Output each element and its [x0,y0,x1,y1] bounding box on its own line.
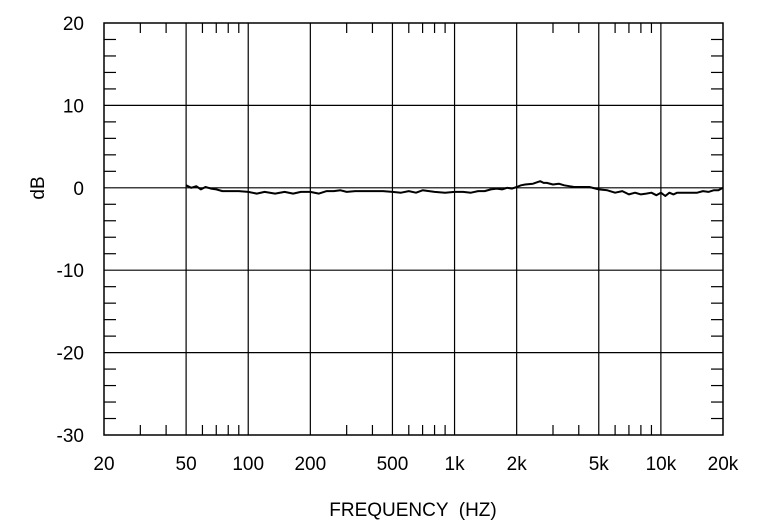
x-axis-title: FREQUENCY (HZ) [329,500,496,521]
x-tick-label: 50 [176,454,197,475]
y-tick-label: 10 [63,96,84,117]
y-tick-label: 20 [63,14,84,35]
x-tick-label: 1k [445,454,466,475]
x-tick-label: 100 [232,454,264,475]
x-tick-label: 20 [93,454,114,475]
y-tick-label: -20 [57,344,84,365]
y-axis-tick-labels: 20 10 0 -10 -20 -30 [57,14,84,447]
y-tick-label: -10 [57,261,84,282]
x-tick-label: 200 [294,454,326,475]
x-axis-tick-labels: 20 50 100 200 500 1k 2k 5k 10k 20k [93,454,738,475]
y-axis-title: dB [28,176,49,199]
x-tick-label: 5k [589,454,610,475]
plot-frame [103,22,724,436]
response-curve [185,180,724,197]
minor-ticks [104,23,723,435]
grid-lines [104,23,723,435]
y-tick-label: 0 [73,179,84,200]
x-tick-label: 20k [708,454,739,475]
x-tick-label: 10k [646,454,677,475]
x-tick-label: 500 [377,454,409,475]
x-tick-label: 2k [507,454,528,475]
y-tick-label: -30 [57,426,84,447]
